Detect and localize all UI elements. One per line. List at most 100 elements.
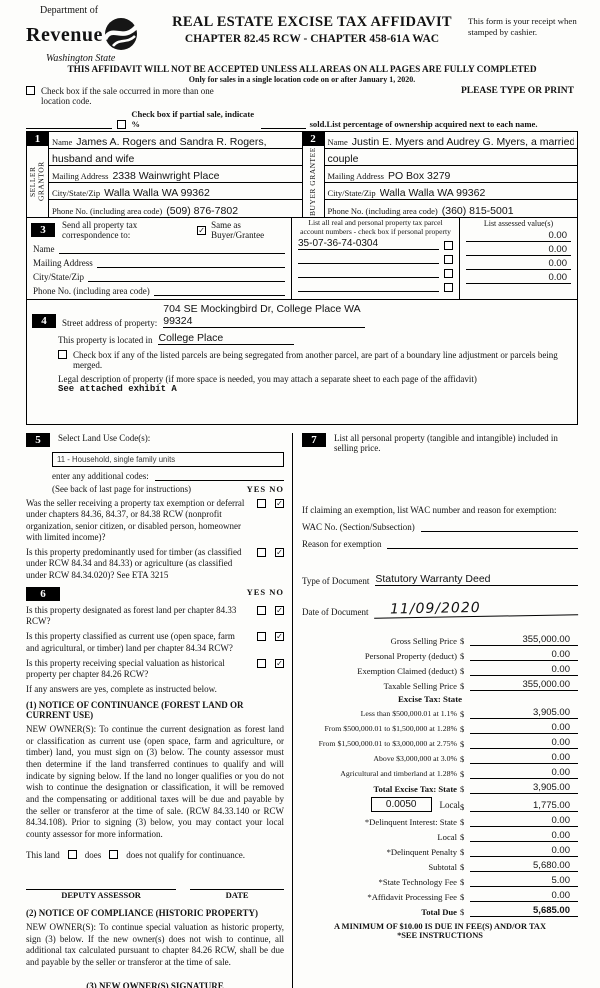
corr-phone-field[interactable]: [153, 284, 285, 296]
reason-exemption-field[interactable]: [387, 537, 578, 549]
land-does-not-checkbox[interactable]: [109, 850, 119, 860]
seller-mailing-label: Mailing Address: [52, 171, 109, 181]
type-of-document-field[interactable]: Statutory Warranty Deed: [375, 573, 578, 586]
parcel-personal-checkbox[interactable]: [444, 269, 453, 279]
buyer-side-label: BUYER GRANTEE: [307, 147, 317, 216]
buyer-name-label: Name: [327, 137, 348, 147]
deputy-assessor-signature-line[interactable]: [26, 878, 177, 890]
q2-no-checkbox[interactable]: ✓: [275, 548, 284, 557]
assessed-value-field[interactable]: 0.00: [466, 258, 571, 270]
corr-city-field[interactable]: [88, 270, 285, 282]
section-5-badge: 5: [26, 433, 50, 447]
additional-codes-field[interactable]: [154, 470, 284, 481]
left-column: 5 Select Land Use Code(s): 11 - Househol…: [26, 433, 292, 988]
located-in-field[interactable]: College Place: [158, 332, 295, 345]
seller-mailing-field[interactable]: 2338 Wainwright Place: [112, 170, 220, 182]
dollar-sign: $: [460, 892, 465, 902]
dollar-sign: $: [460, 862, 465, 872]
delinquent-interest-local-field[interactable]: 0.00: [470, 830, 578, 842]
seller-city-field[interactable]: Walla Walla WA 99362: [104, 187, 210, 199]
parcel-number-field[interactable]: [298, 263, 439, 265]
acceptance-notice: THIS AFFIDAVIT WILL NOT BE ACCEPTED UNLE…: [67, 65, 537, 75]
buyer-mailing-field[interactable]: PO Box 3279: [387, 170, 451, 182]
tier3-tax-field[interactable]: 0.00: [470, 737, 578, 749]
q5-no-checkbox[interactable]: ✓: [275, 658, 284, 668]
q3-no-checkbox[interactable]: ✓: [275, 605, 284, 615]
exemption-claim-label: If claiming an exemption, list WAC numbe…: [302, 505, 557, 515]
taxable-selling-price-field[interactable]: 355,000.00: [470, 679, 578, 691]
partial-sale-label: Check box if partial sale, indicate %: [131, 109, 255, 129]
same-as-buyer-checkbox[interactable]: ✓: [197, 225, 207, 235]
seller-name-field[interactable]: James A. Rogers and Sandra R. Rogers,: [76, 136, 267, 148]
corr-name-field[interactable]: [58, 242, 285, 254]
parcel-personal-checkbox[interactable]: [444, 255, 453, 265]
q2-yes-checkbox[interactable]: [257, 548, 266, 557]
corr-mailing-field[interactable]: [96, 256, 285, 268]
notice-compliance-title: (2) NOTICE OF COMPLIANCE (HISTORIC PROPE…: [26, 907, 258, 918]
delinquent-interest-state-field[interactable]: 0.00: [470, 815, 578, 827]
buyer-mailing-label: Mailing Address: [327, 171, 384, 181]
assessed-value-field[interactable]: 0.00: [466, 230, 571, 242]
exemption-claimed-field[interactable]: 0.00: [470, 664, 578, 676]
dollar-sign: $: [460, 666, 465, 676]
local-tax-field[interactable]: 1,775.00: [470, 800, 578, 812]
if-yes-instruction: If any answers are yes, complete as inst…: [26, 684, 217, 695]
parcel-number-field[interactable]: [298, 291, 439, 293]
segregated-checkbox[interactable]: [58, 350, 67, 359]
q1-yes-checkbox[interactable]: [257, 499, 266, 508]
tax-line-label: *Delinquent Penalty: [386, 846, 457, 857]
q4-yes-checkbox[interactable]: [257, 632, 266, 642]
partial-sale-checkbox[interactable]: [117, 120, 127, 129]
dollar-sign: $: [460, 817, 465, 827]
multi-location-label: Check box if the sale occurred in more t…: [41, 86, 214, 106]
parcel-personal-checkbox[interactable]: [444, 241, 453, 251]
left-blank-line: [26, 119, 113, 129]
tier1-tax-field[interactable]: 3,905.00: [470, 707, 578, 719]
multi-location-checkbox[interactable]: [26, 86, 35, 95]
delinquent-penalty-field[interactable]: 0.00: [470, 845, 578, 857]
tax-line-label: Gross Selling Price: [390, 635, 457, 646]
buyer-name-field[interactable]: Justin E. Myers and Audrey G. Myers, a m…: [351, 136, 574, 148]
total-excise-state-field[interactable]: 3,905.00: [470, 782, 578, 794]
state-technology-fee-field[interactable]: 5.00: [470, 875, 578, 887]
corr-name-label: Name: [33, 244, 55, 254]
dollar-sign: $: [460, 636, 465, 646]
deputy-date-line[interactable]: [190, 878, 284, 890]
personal-property-title: List all personal property (tangible and…: [334, 433, 558, 453]
seller-phone-field[interactable]: (509) 876-7802: [166, 205, 239, 217]
assessed-value-field[interactable]: 0.00: [466, 244, 571, 256]
affidavit-processing-fee-field[interactable]: 0.00: [470, 890, 578, 902]
buyer-name-field-line2[interactable]: couple: [327, 153, 359, 165]
partial-sale-sold-label: sold.: [309, 119, 327, 129]
agricultural-tax-field[interactable]: 0.00: [470, 767, 578, 779]
subtotal-field[interactable]: 5,680.00: [470, 860, 578, 872]
tax-line-label: Above $3,000,000 at 3.0%: [373, 754, 457, 764]
land-does-checkbox[interactable]: [67, 850, 77, 860]
parcel-number-field[interactable]: [298, 277, 439, 279]
seller-name-field-line2[interactable]: husband and wife: [52, 153, 135, 165]
parcel-number-field[interactable]: 35-07-36-74-0304: [298, 238, 439, 251]
wac-no-field[interactable]: [420, 520, 578, 532]
q3-yes-checkbox[interactable]: [257, 605, 266, 615]
q1-no-checkbox[interactable]: ✓: [275, 499, 284, 508]
assessed-value-field[interactable]: 0.00: [466, 272, 571, 284]
parcel-personal-checkbox[interactable]: [444, 283, 453, 293]
q4-no-checkbox[interactable]: ✓: [275, 632, 284, 642]
correspondence-section: 3 Send all property tax correspondence t…: [26, 218, 578, 300]
land-use-code-field[interactable]: 11 - Household, single family units: [52, 452, 284, 467]
buyer-phone-field[interactable]: (360) 815-5001: [441, 205, 514, 217]
total-due-field[interactable]: 5,685.00: [470, 905, 578, 917]
partial-sale-percent-field[interactable]: [260, 119, 306, 129]
date-of-document-field[interactable]: 11/09/2020: [374, 598, 579, 619]
local-rate-box[interactable]: 0.0050: [370, 797, 432, 812]
seller-city-label: City/State/Zip: [52, 188, 101, 198]
personal-property-deduct-field[interactable]: 0.00: [470, 649, 578, 661]
gross-selling-price-field[interactable]: 355,000.00: [470, 634, 578, 646]
buyer-city-field[interactable]: Walla Walla WA 99362: [379, 187, 486, 199]
street-address-field[interactable]: 704 SE Mockingbird Dr, College Place WA …: [163, 303, 365, 328]
tier2-tax-field[interactable]: 0.00: [470, 722, 578, 734]
q5-yes-checkbox[interactable]: [257, 658, 266, 668]
tier4-tax-field[interactable]: 0.00: [470, 752, 578, 764]
dollar-sign: $: [460, 681, 465, 691]
legal-description-field[interactable]: See attached exhibit A: [58, 384, 177, 394]
